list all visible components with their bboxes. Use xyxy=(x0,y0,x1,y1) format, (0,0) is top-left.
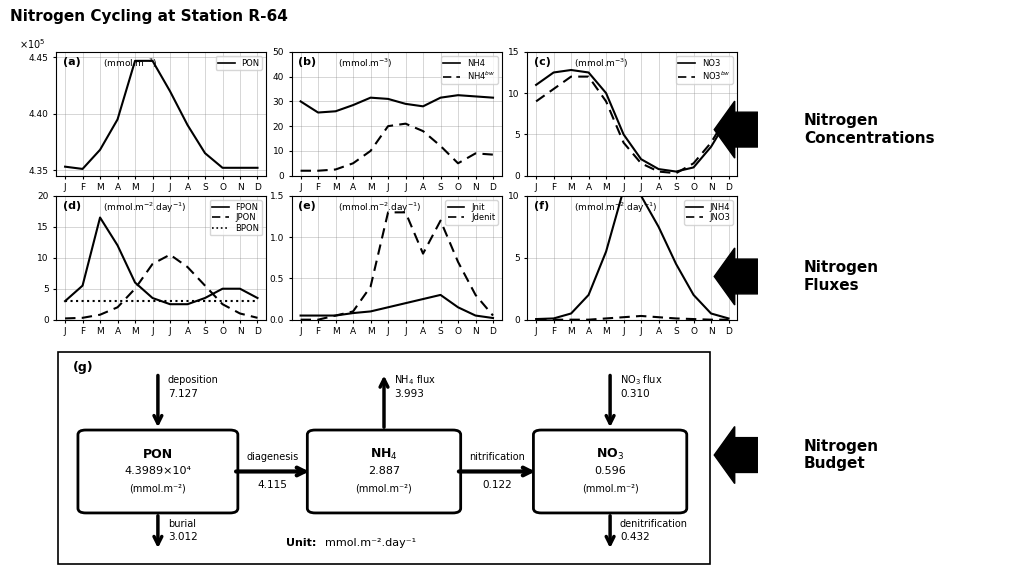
Text: (mmol.m⁻²): (mmol.m⁻²) xyxy=(582,484,639,494)
Text: mmol.m⁻².day⁻¹: mmol.m⁻².day⁻¹ xyxy=(325,538,416,548)
Text: (mmol.m$^{-3}$): (mmol.m$^{-3}$) xyxy=(338,57,392,70)
Text: 7.127: 7.127 xyxy=(168,389,198,399)
Text: denitrification: denitrification xyxy=(620,519,688,529)
Text: 3.993: 3.993 xyxy=(394,389,424,399)
Text: 4.3989×10⁴: 4.3989×10⁴ xyxy=(124,467,191,476)
Text: (c): (c) xyxy=(534,57,551,67)
Text: (d): (d) xyxy=(62,201,81,211)
Text: 4.115: 4.115 xyxy=(258,480,288,490)
Text: deposition: deposition xyxy=(168,376,218,385)
Text: (a): (a) xyxy=(62,57,80,67)
Text: PON: PON xyxy=(142,448,173,461)
Text: Nitrogen Cycling at Station R-64: Nitrogen Cycling at Station R-64 xyxy=(10,9,288,24)
Text: (mmol.m⁻²): (mmol.m⁻²) xyxy=(355,484,413,494)
Legend: NH4, NH4$^{bw}$: NH4, NH4$^{bw}$ xyxy=(441,56,498,84)
FancyArrow shape xyxy=(715,248,758,305)
Text: (mmol.m$^{-2}$.day$^{-1}$): (mmol.m$^{-2}$.day$^{-1}$) xyxy=(102,201,186,215)
Text: burial: burial xyxy=(168,519,196,529)
Text: diagenesis: diagenesis xyxy=(247,452,299,462)
Text: (mmol.m$^{-3}$): (mmol.m$^{-3}$) xyxy=(102,57,157,70)
FancyBboxPatch shape xyxy=(78,430,238,513)
Text: 0.122: 0.122 xyxy=(482,480,512,490)
Legend: PON: PON xyxy=(216,56,262,70)
Legend: Jnit, Jdenit: Jnit, Jdenit xyxy=(445,200,498,225)
Text: 0.432: 0.432 xyxy=(620,532,649,541)
Text: (mmol.m$^{-3}$): (mmol.m$^{-3}$) xyxy=(573,57,628,70)
Text: Nitrogen
Concentrations: Nitrogen Concentrations xyxy=(804,113,935,146)
Text: (b): (b) xyxy=(298,57,316,67)
Text: 3.012: 3.012 xyxy=(168,532,198,541)
Text: NO$_3$ flux: NO$_3$ flux xyxy=(620,373,663,387)
FancyArrow shape xyxy=(715,101,758,158)
Text: (g): (g) xyxy=(73,361,93,374)
Text: 0.310: 0.310 xyxy=(620,389,649,399)
Text: (f): (f) xyxy=(534,201,549,211)
FancyArrow shape xyxy=(715,426,758,484)
FancyBboxPatch shape xyxy=(534,430,687,513)
FancyBboxPatch shape xyxy=(307,430,461,513)
Text: (mmol.m$^{-2}$.day$^{-1}$): (mmol.m$^{-2}$.day$^{-1}$) xyxy=(573,201,657,215)
Text: (e): (e) xyxy=(298,201,315,211)
Text: (mmol.m⁻²): (mmol.m⁻²) xyxy=(129,484,186,494)
Text: 0.596: 0.596 xyxy=(594,467,626,476)
Text: 2.887: 2.887 xyxy=(368,467,400,476)
Text: nitrification: nitrification xyxy=(469,452,525,462)
Legend: NO3, NO3$^{bw}$: NO3, NO3$^{bw}$ xyxy=(676,56,733,84)
Legend: FPON, JPON, BPON: FPON, JPON, BPON xyxy=(210,200,262,236)
Text: Unit:: Unit: xyxy=(286,538,316,548)
Text: (mmol.m$^{-2}$.day$^{-1}$): (mmol.m$^{-2}$.day$^{-1}$) xyxy=(338,201,422,215)
Text: $\times10^5$: $\times10^5$ xyxy=(18,37,45,51)
Text: Nitrogen
Fluxes: Nitrogen Fluxes xyxy=(804,260,879,293)
Text: NO$_3$: NO$_3$ xyxy=(596,446,625,461)
Text: NH$_4$: NH$_4$ xyxy=(370,446,398,461)
Legend: JNH4, JNO3: JNH4, JNO3 xyxy=(684,200,733,225)
Text: Nitrogen
Budget: Nitrogen Budget xyxy=(804,439,879,471)
Text: NH$_4$ flux: NH$_4$ flux xyxy=(394,373,435,387)
